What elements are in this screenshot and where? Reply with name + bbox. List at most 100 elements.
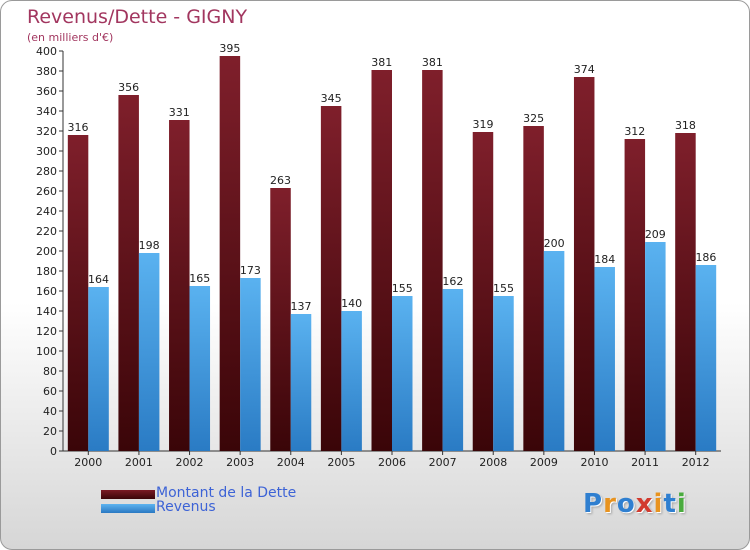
bar-revenus — [189, 286, 211, 451]
x-tick-label: 2001 — [125, 456, 153, 469]
y-tick-label: 180 — [36, 265, 57, 278]
bar-revenus — [543, 251, 565, 451]
data-label-revenus: 173 — [240, 264, 261, 277]
data-label-dette: 318 — [675, 119, 696, 132]
x-tick-label: 2010 — [580, 456, 608, 469]
bar-dette — [320, 106, 342, 451]
data-label-revenus: 140 — [341, 297, 362, 310]
logo-letter: r — [603, 489, 617, 519]
y-tick-label: 120 — [36, 325, 57, 338]
logo-letter: i — [653, 489, 664, 519]
bar-revenus — [138, 253, 160, 451]
y-tick-label: 60 — [43, 385, 57, 398]
y-tick-label: 260 — [36, 185, 57, 198]
logo-letter: i — [676, 489, 687, 519]
bar-revenus — [240, 278, 261, 451]
bar-revenus — [594, 267, 615, 451]
y-tick-label: 280 — [36, 165, 57, 178]
data-label-dette: 345 — [321, 92, 342, 105]
data-label-dette: 319 — [472, 118, 493, 131]
bar-dette — [624, 139, 646, 451]
y-tick-label: 240 — [36, 205, 57, 218]
y-tick-label: 200 — [36, 245, 57, 258]
y-tick-label: 400 — [36, 45, 57, 58]
bar-revenus — [645, 242, 666, 451]
y-tick-label: 340 — [36, 105, 57, 118]
y-tick-label: 100 — [36, 345, 57, 358]
logo-letter: P — [583, 489, 604, 519]
y-tick-label: 140 — [36, 305, 57, 318]
bar-revenus — [341, 311, 362, 451]
data-label-revenus: 137 — [291, 300, 312, 313]
x-tick-label: 2003 — [226, 456, 254, 469]
y-tick-label: 360 — [36, 85, 57, 98]
data-label-dette: 331 — [169, 106, 190, 119]
chart-title: Revenus/Dette - GIGNY — [27, 6, 248, 28]
data-label-revenus: 155 — [392, 282, 413, 295]
y-tick-label: 320 — [36, 125, 57, 138]
bar-dette — [219, 56, 241, 451]
bar-dette — [573, 77, 595, 451]
bar-revenus — [290, 314, 312, 451]
y-tick-label: 0 — [50, 445, 57, 458]
data-label-dette: 374 — [574, 63, 595, 76]
bar-dette — [371, 70, 392, 451]
x-tick-label: 2005 — [327, 456, 355, 469]
logo-letter: t — [663, 489, 677, 519]
bar-dette — [67, 135, 89, 451]
x-tick-label: 2000 — [74, 456, 102, 469]
x-tick-label: 2006 — [378, 456, 406, 469]
data-label-revenus: 155 — [493, 282, 514, 295]
y-tick-label: 220 — [36, 225, 57, 238]
data-label-dette: 312 — [624, 125, 645, 138]
data-label-dette: 395 — [219, 42, 240, 55]
data-label-revenus: 200 — [544, 237, 565, 250]
bar-dette — [118, 95, 139, 451]
data-label-revenus: 186 — [695, 251, 716, 264]
logo-letter: x — [635, 489, 654, 519]
data-label-revenus: 209 — [645, 228, 666, 241]
y-tick-label: 300 — [36, 145, 57, 158]
x-tick-label: 2011 — [631, 456, 659, 469]
x-tick-label: 2012 — [682, 456, 710, 469]
data-label-dette: 356 — [118, 81, 139, 94]
y-tick-label: 80 — [43, 365, 57, 378]
x-tick-label: 2004 — [277, 456, 305, 469]
data-label-revenus: 184 — [594, 253, 615, 266]
y-tick-label: 160 — [36, 285, 57, 298]
legend-swatch-dette — [101, 490, 155, 499]
bar-dette — [675, 133, 696, 451]
data-label-dette: 325 — [523, 112, 544, 125]
data-label-revenus: 198 — [139, 239, 160, 252]
bar-revenus — [442, 289, 464, 451]
x-tick-label: 2007 — [429, 456, 457, 469]
x-tick-label: 2009 — [530, 456, 558, 469]
legend-swatch-revenus — [101, 504, 155, 513]
bar-dette — [270, 188, 291, 451]
y-tick-label: 20 — [43, 425, 57, 438]
data-label-revenus: 162 — [442, 275, 463, 288]
bar-revenus — [392, 296, 413, 451]
bar-revenus — [493, 296, 514, 451]
data-label-dette: 381 — [371, 56, 392, 69]
y-tick-label: 40 — [43, 405, 57, 418]
y-tick-label: 380 — [36, 65, 57, 78]
bar-revenus — [695, 265, 717, 451]
legend-label-dette: Montant de la Dette — [156, 485, 297, 501]
chart-subtitle: (en milliers d'€) — [27, 31, 114, 44]
logo-letter: o — [616, 489, 636, 519]
data-label-dette: 316 — [68, 121, 89, 134]
bar-dette — [472, 132, 494, 451]
data-label-revenus: 165 — [189, 272, 210, 285]
legend-label-revenus: Revenus — [156, 499, 216, 515]
data-label-dette: 263 — [270, 174, 291, 187]
bar-dette — [169, 120, 190, 451]
x-tick-label: 2008 — [479, 456, 507, 469]
bar-dette — [523, 126, 544, 451]
proxiti-logo: Proxiti — [583, 489, 687, 519]
data-label-dette: 381 — [422, 56, 443, 69]
x-tick-label: 2002 — [176, 456, 204, 469]
data-label-revenus: 164 — [88, 273, 109, 286]
